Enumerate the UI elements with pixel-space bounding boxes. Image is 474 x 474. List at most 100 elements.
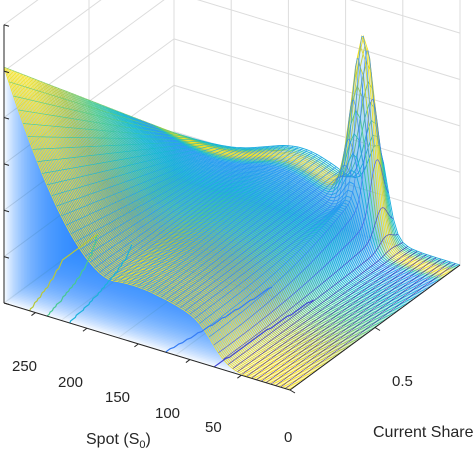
surface-line bbox=[161, 163, 332, 298]
surface-line bbox=[280, 261, 451, 388]
surface-line bbox=[165, 166, 337, 300]
z-tick-mark bbox=[3, 117, 10, 120]
surface-fill bbox=[4, 67, 290, 390]
surface-fill bbox=[47, 83, 334, 359]
contour-line bbox=[165, 286, 273, 353]
surface-fill bbox=[11, 70, 298, 385]
surface-line bbox=[203, 36, 375, 330]
x-tick-mark bbox=[237, 374, 242, 379]
surface-line bbox=[42, 143, 213, 174]
surface-line bbox=[151, 156, 323, 293]
surface-line bbox=[61, 146, 232, 217]
surface-line bbox=[56, 145, 227, 207]
surface-line bbox=[227, 234, 399, 365]
x-tick-mark bbox=[134, 343, 139, 348]
surface-line bbox=[46, 144, 217, 186]
surface-fill bbox=[50, 85, 337, 356]
axes-box bbox=[3, 24, 461, 394]
surface-line bbox=[251, 252, 423, 379]
surface-fill bbox=[10, 69, 297, 386]
surface-fill bbox=[101, 104, 388, 319]
surface-line bbox=[99, 146, 270, 273]
surface-line bbox=[3, 66, 175, 134]
x-tick-label: 200 bbox=[58, 374, 83, 391]
y-tick-mark bbox=[374, 327, 381, 331]
surface-line bbox=[137, 149, 308, 287]
surface-line bbox=[8, 81, 179, 135]
x-axis-label-sub: 0 bbox=[139, 439, 145, 451]
surface-line bbox=[75, 147, 246, 243]
contour-line bbox=[29, 233, 98, 312]
surface-fill bbox=[34, 79, 321, 368]
surface-line bbox=[265, 257, 437, 383]
x-axis-label-main: Spot (S bbox=[86, 431, 139, 448]
surface-line bbox=[94, 146, 265, 269]
x-tick-label: 150 bbox=[105, 389, 130, 406]
x-tick-label: 100 bbox=[155, 405, 180, 422]
x-tick-mark bbox=[82, 327, 88, 332]
x-axis-line bbox=[3, 302, 291, 391]
surface-fill bbox=[30, 77, 317, 371]
surface-line bbox=[237, 246, 408, 372]
surface-line bbox=[89, 146, 261, 263]
surface-fill bbox=[25, 75, 312, 375]
surface-line bbox=[218, 159, 389, 353]
surface-fill bbox=[149, 123, 436, 284]
surface-line bbox=[23, 123, 194, 139]
z-tick-mark bbox=[3, 163, 10, 166]
x-tick-mark bbox=[31, 312, 36, 316]
surface-line bbox=[246, 250, 418, 377]
surface-fill bbox=[48, 84, 335, 357]
contour-line bbox=[46, 234, 99, 317]
surface-fill bbox=[38, 80, 324, 366]
surface-line bbox=[175, 173, 346, 306]
z-tick-mark bbox=[3, 256, 10, 259]
surface-fill bbox=[7, 68, 294, 388]
surface-line bbox=[242, 248, 413, 375]
surface-fill bbox=[28, 76, 315, 372]
surface-line bbox=[184, 164, 356, 311]
y-tick-label: 0 bbox=[284, 429, 292, 446]
surface-line bbox=[180, 176, 351, 308]
surface-line bbox=[122, 145, 294, 283]
surface-fill bbox=[45, 83, 332, 360]
grid-line bbox=[173, 84, 461, 173]
z-tick-mark bbox=[3, 70, 10, 74]
y-tick-mark bbox=[289, 389, 296, 394]
surface-fill bbox=[158, 63, 445, 277]
surface-fill bbox=[22, 74, 309, 377]
surface-line bbox=[270, 258, 442, 385]
surface-fill bbox=[68, 92, 355, 343]
x-axis-label: Spot (S0) bbox=[86, 431, 151, 451]
surface-fill bbox=[55, 86, 341, 353]
surface-fill bbox=[127, 115, 414, 300]
surface-line bbox=[261, 255, 432, 382]
surface-line bbox=[27, 136, 198, 141]
surface-line bbox=[65, 147, 237, 226]
surface-fill bbox=[167, 81, 454, 270]
surface-line bbox=[84, 147, 256, 257]
surface-fill bbox=[85, 98, 372, 330]
surface-fill bbox=[27, 76, 314, 373]
x-tick-label: 50 bbox=[205, 419, 222, 436]
z-tick-mark bbox=[3, 24, 10, 27]
surface-line bbox=[118, 145, 289, 282]
surface-line bbox=[213, 98, 385, 346]
x-tick-label: 250 bbox=[12, 358, 37, 375]
surface-line bbox=[208, 50, 380, 338]
surface-fill bbox=[138, 119, 425, 292]
surface-line bbox=[189, 138, 361, 315]
surface-fill bbox=[53, 86, 340, 354]
surface-line bbox=[37, 141, 208, 162]
surface-fill bbox=[164, 45, 451, 272]
surface-line bbox=[18, 109, 189, 138]
surface-fill bbox=[107, 107, 394, 314]
floor-contours bbox=[29, 233, 314, 368]
z-tick-mark bbox=[3, 302, 10, 305]
x-axis-label-close: ) bbox=[145, 431, 150, 448]
surface-line bbox=[199, 58, 370, 324]
surface-fill bbox=[36, 79, 323, 367]
grid-line bbox=[3, 0, 102, 72]
surface-line bbox=[80, 147, 251, 250]
